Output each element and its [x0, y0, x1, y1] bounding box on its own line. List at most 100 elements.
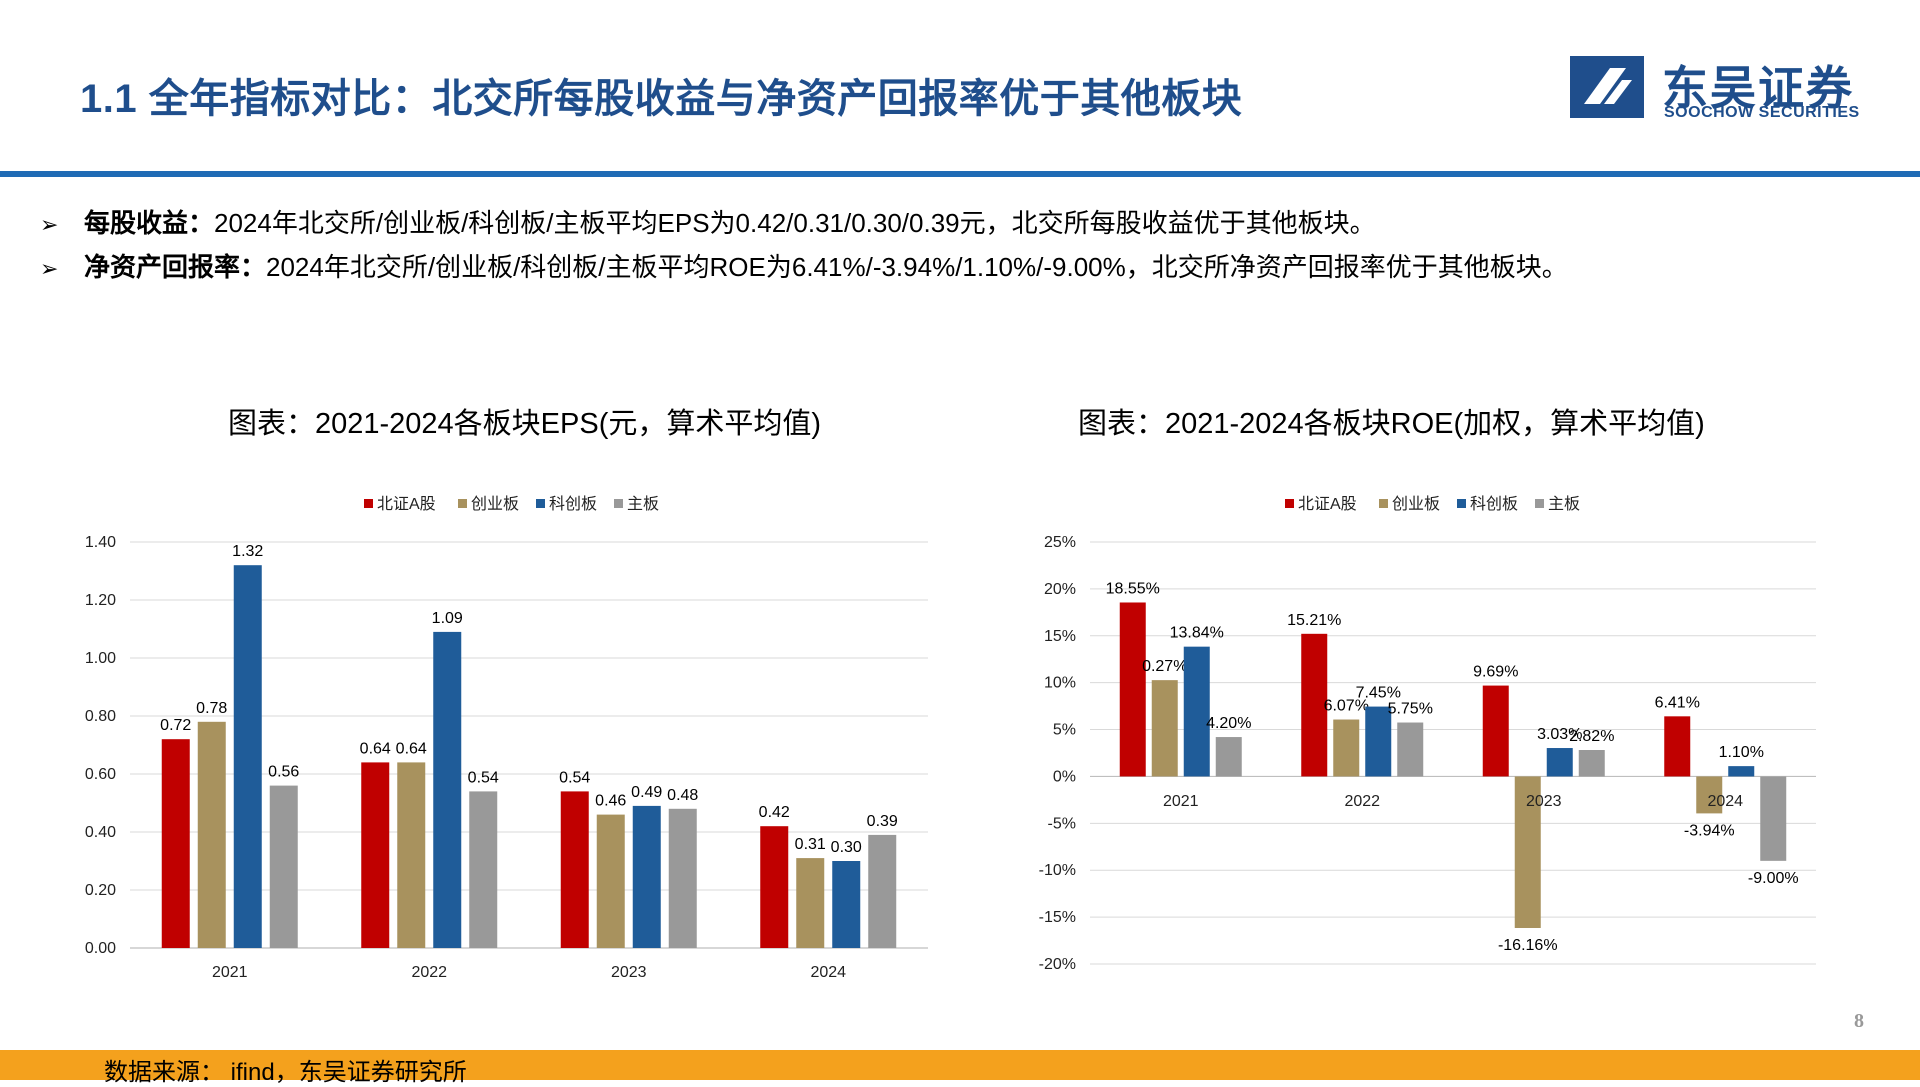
eps-bar-main-2021: [269, 785, 298, 948]
roe-data-label: 6.41%: [1655, 694, 1700, 711]
roe-legend-swatch-bse: [1285, 499, 1294, 508]
roe-data-label: -16.16%: [1498, 937, 1558, 954]
eps-data-label: 0.42: [759, 804, 790, 821]
roe-y-tick-label: -15%: [1039, 909, 1076, 926]
eps-bar-star-2023: [632, 805, 661, 948]
eps-y-tick-label: 0.60: [85, 766, 116, 783]
eps-bar-star-2021: [233, 565, 262, 948]
roe-y-tick-label: -20%: [1039, 956, 1076, 973]
eps-bar-gem-2024: [796, 858, 825, 948]
roe-legend-label-bse: 北证A股: [1298, 495, 1357, 513]
bullet-arrow-icon: ➢: [40, 212, 59, 237]
roe-x-tick-label: 2021: [1163, 793, 1199, 810]
roe-x-tick-label: 2022: [1344, 793, 1380, 810]
roe-data-label: 13.84%: [1170, 625, 1224, 642]
roe-bar-chart: -20% -15% -10% -5% 0% 5% 10% 15% 20% 25% 18.55% 0.2…: [1039, 495, 1816, 973]
eps-data-label: 0.31: [795, 836, 826, 853]
roe-bar-bse-2023: [1482, 685, 1509, 777]
bullet-roe: ➢ 净资产回报率：2024年北交所/创业板/科创板/主板平均ROE为6.41%/-…: [40, 246, 1568, 290]
roe-x-tick-label: 2024: [1707, 793, 1743, 810]
eps-x-tick-label: 2024: [810, 964, 846, 981]
eps-legend-label-gem: 创业板: [471, 495, 519, 513]
roe-legend-swatch-main: [1535, 499, 1544, 508]
eps-legend-swatch-main: [614, 499, 623, 508]
roe-data-label: 9.69%: [1473, 664, 1518, 681]
roe-legend-swatch-star: [1457, 499, 1466, 508]
roe-y-tick-label: -10%: [1039, 862, 1076, 879]
roe-y-tick-label: 20%: [1044, 581, 1076, 598]
page-number: 8: [1854, 1010, 1864, 1032]
eps-y-tick-label: 0.80: [85, 708, 116, 725]
bullet-lead: 净资产回报率：: [84, 252, 267, 282]
roe-data-label: -3.94%: [1684, 822, 1735, 839]
eps-data-label: 0.49: [631, 784, 662, 801]
roe-bar-main-2021: [1215, 737, 1242, 777]
roe-bar-star-2021: [1183, 646, 1210, 777]
eps-y-tick-label: 0.20: [85, 882, 116, 899]
eps-data-label: 1.09: [432, 610, 463, 627]
eps-bar-star-2022: [433, 631, 462, 948]
eps-legend-label-main: 主板: [627, 495, 659, 513]
roe-legend-label-main: 主板: [1548, 495, 1580, 513]
eps-data-label: 0.54: [468, 769, 499, 786]
roe-bar-main-2022: [1397, 722, 1424, 777]
roe-y-tick-label: 5%: [1053, 722, 1076, 739]
roe-y-tick-label: 10%: [1044, 675, 1076, 692]
eps-legend-label-bse: 北证A股: [377, 495, 436, 513]
roe-bar-gem-2022: [1333, 719, 1360, 777]
roe-bar-main-2023: [1578, 749, 1605, 777]
eps-bar-gem-2021: [197, 721, 226, 948]
logo-mark-icon: [1570, 56, 1644, 118]
eps-legend-swatch-gem: [458, 499, 467, 508]
eps-y-tick-label: 0.00: [85, 940, 116, 957]
eps-bar-bse-2024: [760, 826, 789, 948]
eps-bar-star-2024: [832, 861, 861, 948]
eps-x-tick-label: 2023: [611, 964, 647, 981]
eps-data-label: 0.78: [196, 700, 227, 717]
eps-y-tick-label: 1.40: [85, 534, 116, 551]
bullet-arrow-icon: ➢: [40, 256, 59, 281]
roe-bar-gem-2024: [1696, 776, 1723, 814]
roe-bar-star-2024: [1728, 766, 1755, 777]
eps-bar-main-2023: [668, 808, 697, 948]
eps-data-label: 0.72: [160, 717, 191, 734]
eps-data-label: 0.46: [595, 793, 626, 810]
logo-text-en: SOOCHOW SECURITIES: [1664, 104, 1860, 121]
roe-y-tick-label: -5%: [1048, 815, 1076, 832]
eps-y-tick-label: 1.00: [85, 650, 116, 667]
eps-bar-bse-2023: [560, 791, 589, 948]
eps-legend-swatch-bse: [364, 499, 373, 508]
roe-data-label: 3.03%: [1537, 726, 1582, 743]
bullet-text: 2024年北交所/创业板/科创板/主板平均ROE为6.41%/-3.94%/1.…: [266, 252, 1568, 282]
eps-data-label: 0.64: [360, 740, 391, 757]
roe-data-label: 1.10%: [1719, 744, 1764, 761]
eps-data-label: 0.64: [396, 740, 427, 757]
roe-bar-bse-2021: [1119, 602, 1146, 777]
eps-data-label: 0.56: [268, 764, 299, 781]
eps-bar-gem-2023: [596, 814, 625, 948]
eps-data-label: 0.48: [667, 787, 698, 804]
summary-bullets: ➢ 每股收益：2024年北交所/创业板/科创板/主板平均EPS为0.42/0.31…: [40, 202, 1568, 290]
roe-chart-title: 图表：2021-2024各板块ROE(加权，算术平均值): [1078, 408, 1705, 440]
eps-x-tick-label: 2022: [411, 964, 447, 981]
roe-bar-bse-2024: [1664, 716, 1691, 777]
roe-data-label: 15.21%: [1287, 612, 1341, 629]
roe-data-label: 2.82%: [1569, 728, 1614, 745]
page-title: 1.1 全年指标对比：北交所每股收益与净资产回报率优于其他板块: [80, 77, 1243, 121]
roe-data-label: 5.75%: [1388, 701, 1433, 718]
logo-text-cn: 东吴证券: [1662, 62, 1854, 114]
roe-y-tick-label: 15%: [1044, 628, 1076, 645]
roe-y-tick-label: 25%: [1044, 534, 1076, 551]
roe-bar-star-2023: [1546, 748, 1573, 777]
eps-chart-title: 图表：2021-2024各板块EPS(元，算术平均值): [228, 408, 822, 440]
roe-bar-gem-2021: [1151, 680, 1178, 777]
eps-bar-main-2024: [868, 834, 897, 948]
roe-y-tick-label: 0%: [1053, 768, 1076, 785]
eps-y-tick-label: 0.40: [85, 824, 116, 841]
roe-bar-bse-2022: [1301, 633, 1328, 777]
eps-data-label: 0.39: [867, 813, 898, 830]
roe-x-tick-label: 2023: [1526, 793, 1562, 810]
eps-legend-label-star: 科创板: [549, 495, 597, 513]
roe-bar-main-2024: [1760, 776, 1787, 861]
header-divider: [0, 171, 1920, 177]
